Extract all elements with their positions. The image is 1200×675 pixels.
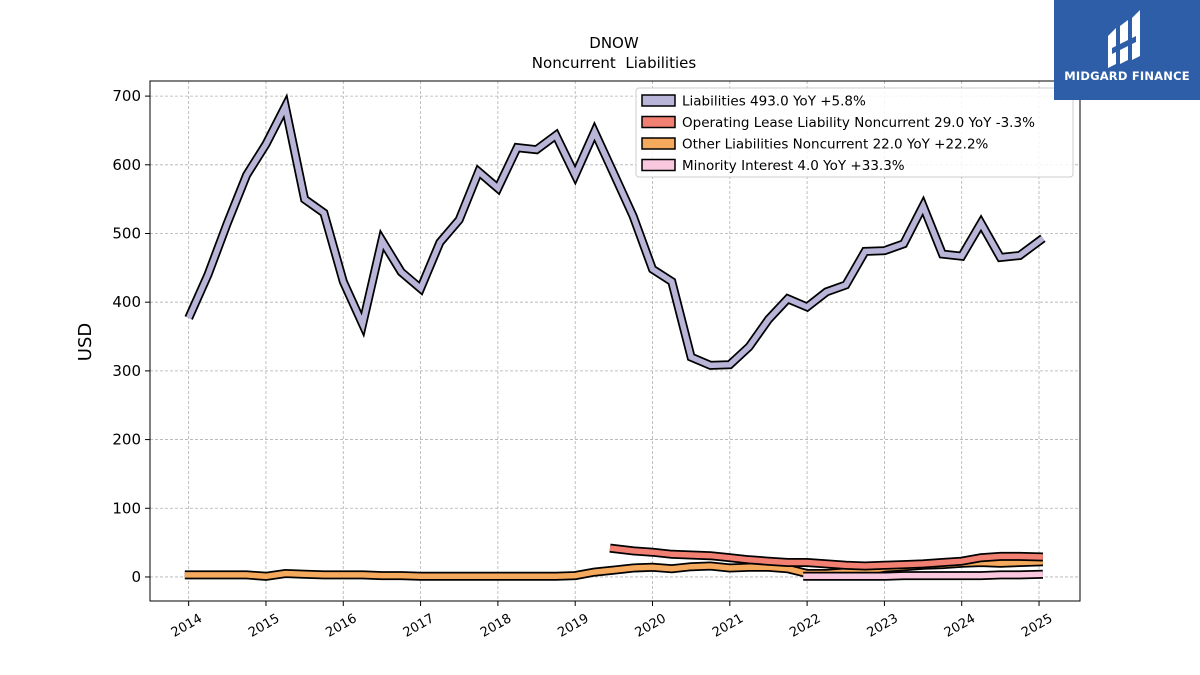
y-tick-label: 400 — [112, 293, 141, 311]
y-tick-label: 700 — [112, 87, 141, 105]
x-tick-label: 2022 — [787, 611, 823, 641]
legend-swatch — [641, 137, 676, 150]
legend-item: Operating Lease Liability Noncurrent 29.… — [641, 115, 1035, 131]
legend-label: Operating Lease Liability Noncurrent 29.… — [682, 115, 1035, 131]
midgard-logo-icon — [1108, 10, 1140, 68]
y-tick-label: 100 — [112, 499, 141, 517]
legend-label: Liabilities 493.0 YoY +5.8% — [682, 94, 866, 110]
x-tick-label: 2023 — [865, 611, 901, 641]
y-tick-label: 200 — [112, 431, 141, 449]
legend-item: Minority Interest 4.0 YoY +33.3% — [641, 158, 905, 174]
y-tick-label: 300 — [112, 362, 141, 380]
x-tick-label: 2015 — [246, 611, 282, 641]
series-line — [186, 98, 1045, 369]
legend-label: Other Liabilities Noncurrent 22.0 YoY +2… — [682, 137, 989, 153]
brand-name: MIDGARD FINANCE — [1064, 69, 1190, 83]
legend-box — [635, 87, 1074, 178]
series-2 — [609, 543, 1044, 571]
legend-label: Minority Interest 4.0 YoY +33.3% — [682, 158, 905, 174]
x-tick-label: 2014 — [169, 611, 205, 641]
y-tick-label: 600 — [112, 156, 141, 174]
legend-item: Liabilities 493.0 YoY +5.8% — [641, 94, 866, 110]
x-tick-label: 2025 — [1019, 611, 1055, 641]
legend-swatch — [641, 158, 676, 172]
plot-frame — [149, 80, 1081, 602]
series-line — [609, 545, 1043, 569]
y-axis-label: USD — [75, 323, 96, 361]
legend-item: Other Liabilities Noncurrent 22.0 YoY +2… — [641, 137, 989, 153]
y-tick-label: 500 — [112, 224, 141, 242]
brand-logo: MIDGARD FINANCE — [1054, 0, 1200, 100]
x-tick-label: 2021 — [710, 611, 746, 641]
x-tick-label: 2017 — [401, 611, 437, 641]
y-axis: 0 100 200 300 400 500 600 700 — [112, 87, 150, 586]
series-4 — [803, 569, 1044, 581]
x-tick-label: 2019 — [555, 611, 591, 641]
series-1 — [184, 92, 1046, 370]
x-tick-label: 2024 — [942, 611, 978, 641]
x-axis: 2014 2015 2016 2017 2018 2019 2020 2021 2022 2023… — [169, 601, 1055, 641]
chart-title: DNOW — [589, 34, 639, 52]
x-tick-label: 2018 — [478, 611, 514, 641]
chart-subtitle: Noncurrent Liabilities — [532, 54, 697, 72]
legend: Liabilities 493.0 YoY +5.8% Operating Lea… — [635, 87, 1074, 178]
y-tick-label: 0 — [131, 568, 141, 586]
series-layer — [184, 92, 1046, 581]
series-line — [803, 571, 1043, 580]
x-tick-label: 2016 — [323, 611, 359, 641]
legend-swatch — [641, 94, 676, 107]
x-tick-label: 2020 — [633, 611, 669, 641]
legend-swatch — [641, 115, 676, 129]
